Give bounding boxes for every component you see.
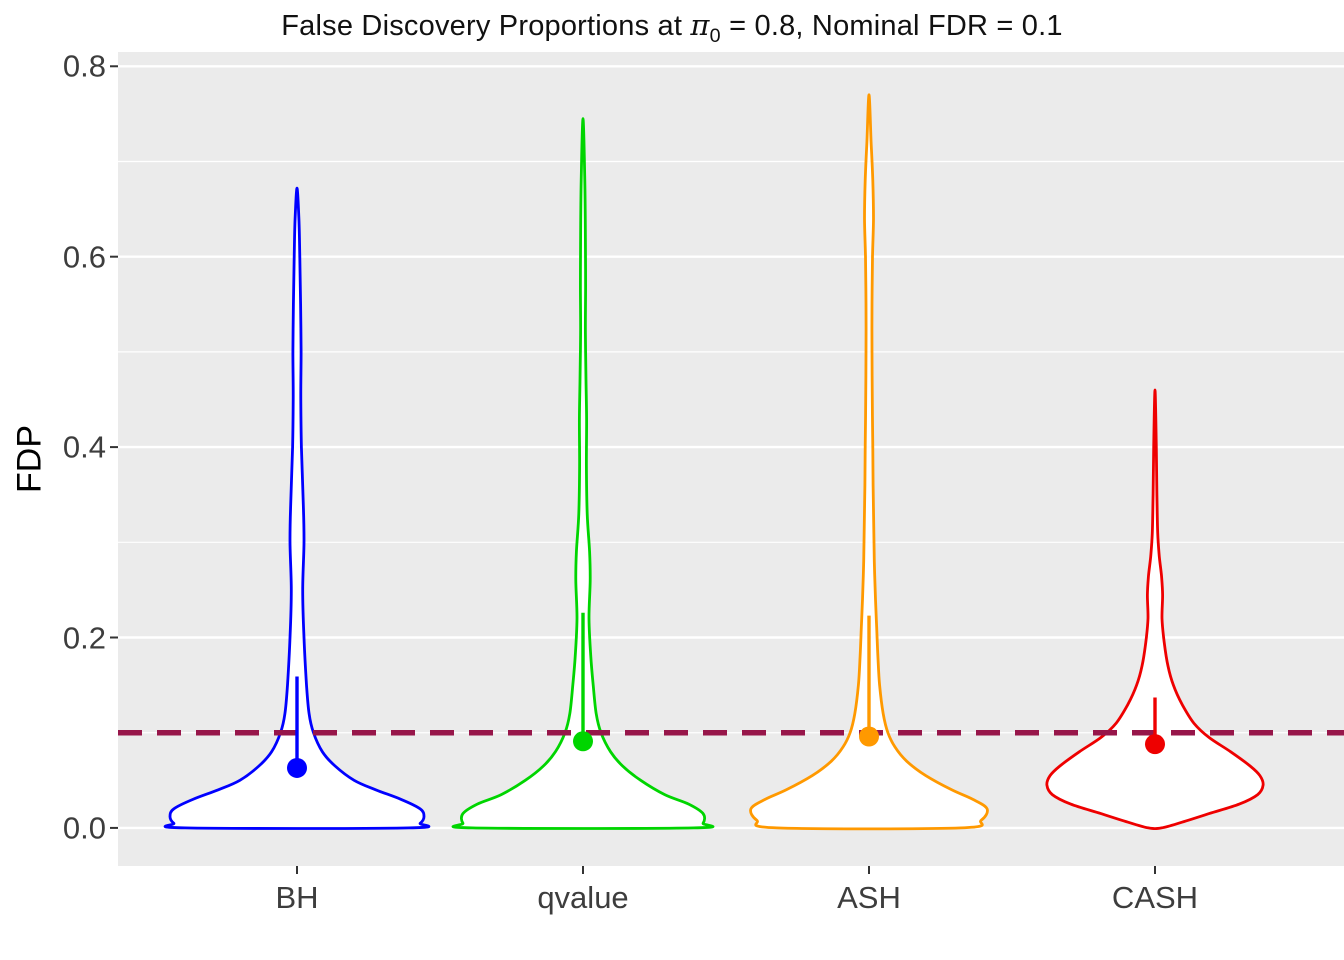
mean-point-bh	[287, 757, 307, 778]
x-tick-label: qvalue	[537, 880, 629, 915]
mean-point-ash	[859, 726, 879, 747]
title-text: False Discovery Proportions at	[281, 10, 691, 42]
pi-subscript: 0	[709, 24, 721, 47]
mean-point-qvalue	[573, 731, 593, 752]
y-tick-label: 0.0	[62, 810, 106, 846]
x-tick-label: ASH	[837, 880, 901, 915]
violin-ash	[749, 93, 989, 831]
y-tick-label: 0.8	[62, 48, 106, 84]
chart-title: False Discovery Proportions at π0 = 0.8,…	[0, 8, 1344, 48]
pi-symbol: π	[690, 8, 710, 42]
violin-cash	[1045, 388, 1265, 831]
mean-point-cash	[1145, 734, 1165, 755]
title-text-suffix: = 0.8, Nominal FDR = 0.1	[720, 10, 1063, 42]
y-tick-label: 0.2	[62, 620, 106, 655]
x-tick-label: BH	[275, 880, 319, 915]
x-tick-label: CASH	[1111, 880, 1199, 915]
y-tick-label: 0.4	[62, 429, 106, 465]
violin-bh	[163, 186, 431, 830]
y-tick-label: 0.6	[62, 239, 106, 275]
